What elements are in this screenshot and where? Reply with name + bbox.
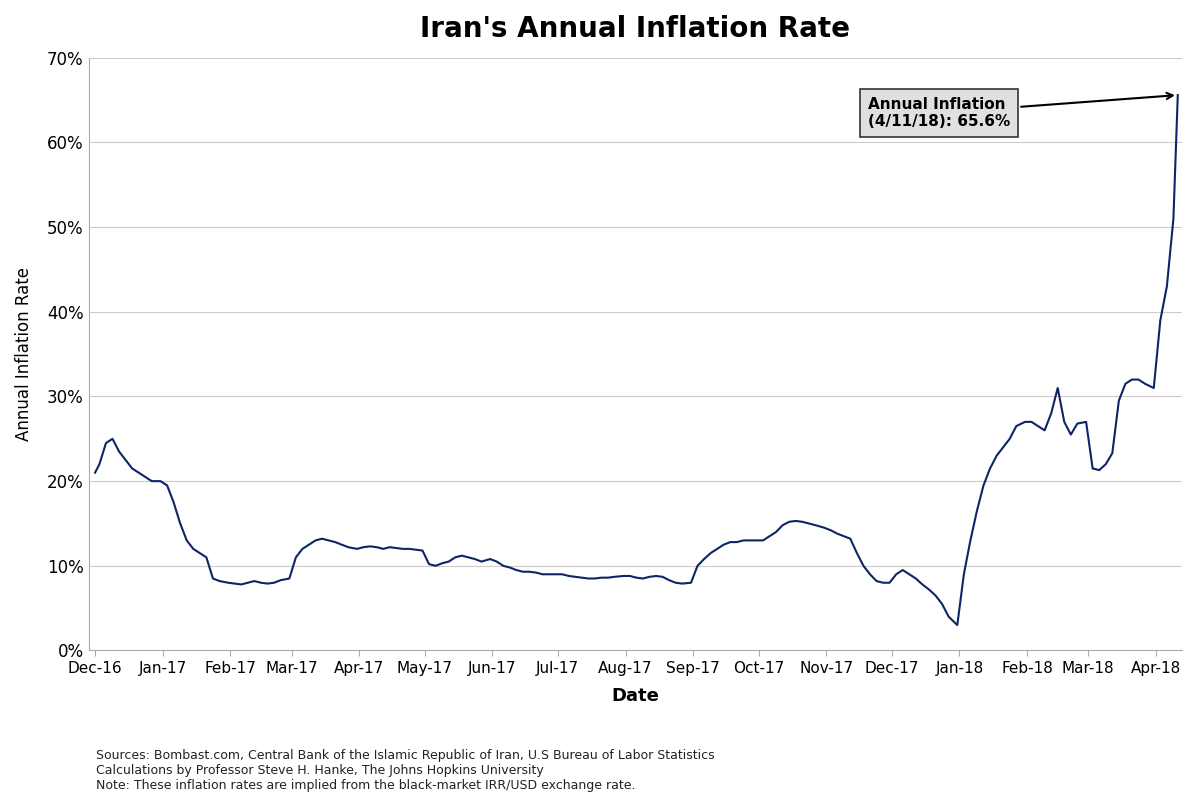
X-axis label: Date: Date	[611, 687, 659, 705]
Title: Iran's Annual Inflation Rate: Iran's Annual Inflation Rate	[420, 15, 851, 43]
Text: Sources: Bombast.com, Central Bank of the Islamic Republic of Iran, U.S Bureau o: Sources: Bombast.com, Central Bank of th…	[96, 749, 715, 792]
Text: Annual Inflation
(4/11/18): 65.6%: Annual Inflation (4/11/18): 65.6%	[868, 93, 1172, 129]
Y-axis label: Annual Inflation Rate: Annual Inflation Rate	[14, 267, 34, 441]
